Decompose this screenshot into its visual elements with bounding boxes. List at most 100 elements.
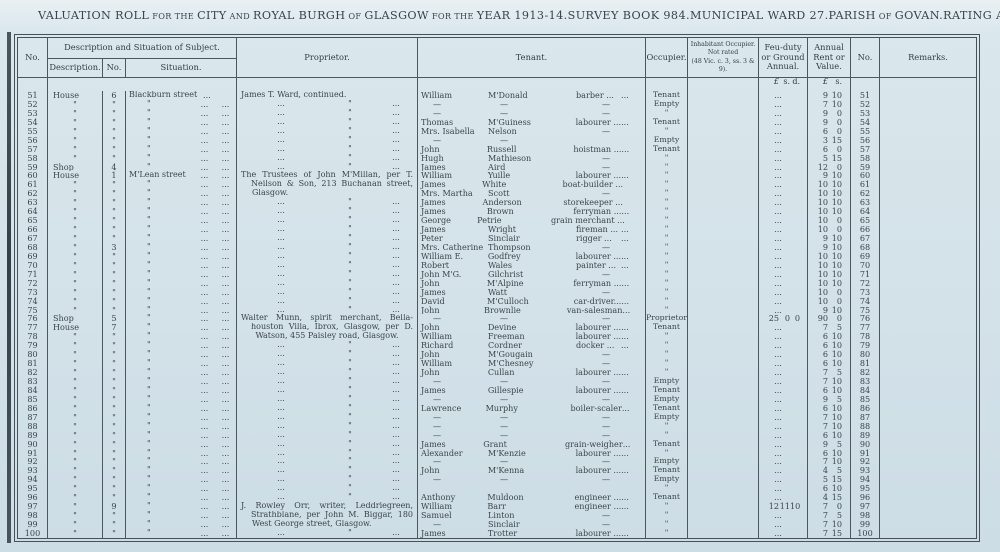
situation-text: " — [147, 448, 151, 457]
situation-text: " — [147, 341, 151, 350]
tenant-part: ferryman ... — [573, 278, 622, 288]
tenant-part: labourer ... — [575, 171, 622, 181]
cell-proprietor: ... "... — [237, 251, 418, 261]
dots: ... — [221, 341, 230, 351]
currency-spacer — [237, 78, 418, 91]
currency-spacer — [646, 78, 688, 91]
cell-no-right: 62 — [851, 189, 880, 199]
rent-part: 6 — [822, 341, 828, 351]
tenant-part: rigger ... — [576, 234, 612, 243]
tenant-part: Gilchrist — [488, 269, 524, 279]
cell-remarks — [880, 529, 976, 538]
cell-feu-duty: ... — [759, 305, 808, 315]
cell-street-no: " — [103, 278, 126, 288]
rent-part: 10 — [831, 171, 842, 181]
cell-feu-duty: ... — [759, 198, 808, 208]
tenant-part: ... — [621, 225, 629, 234]
cell-no-right: 79 — [851, 341, 880, 351]
tenant-part — [621, 127, 645, 136]
dots: ... — [277, 216, 285, 225]
ditto-mark: " — [348, 216, 352, 225]
cell-inhabitant-occupier — [688, 377, 759, 386]
cell-feu-duty: ... — [759, 162, 808, 172]
cell-inhabitant-occupier — [688, 430, 759, 440]
rent-part: 6 — [822, 385, 828, 395]
tenant-part: — — [602, 430, 611, 440]
tenant-part: M'Guiness — [487, 117, 531, 127]
cell-tenant: Mrs. Isabella Nelson — — [418, 126, 646, 136]
dots: ... — [200, 403, 209, 413]
tenant-part: John — [421, 350, 440, 360]
cell-tenant: James White boat-builder ... — [418, 180, 646, 190]
rent-part: 10 — [817, 269, 828, 279]
situation-text: " — [147, 475, 151, 484]
situation-text: " — [147, 457, 151, 466]
tenant-part: — — [500, 475, 509, 485]
cell-description: " — [48, 394, 103, 404]
dots: ... — [200, 511, 209, 520]
situation-text: " — [147, 180, 151, 189]
cell-description: " — [48, 287, 103, 297]
tenant-part: labourer ... — [575, 448, 622, 458]
cell-description: " — [48, 466, 103, 476]
cell-no-left: 73 — [18, 287, 48, 297]
cell-proprietor: ... "... — [237, 305, 418, 315]
tenant-part: John — [421, 305, 440, 315]
cell-no-right: 59 — [851, 162, 880, 172]
rent-part: 12 — [817, 162, 828, 172]
cell-description: " — [48, 126, 103, 136]
tenant-part: boiler-scaler — [570, 403, 622, 413]
table-row: 69 " " "......... "... William E. Godfrey labou… — [18, 251, 976, 261]
pound-symbol: £ — [773, 78, 779, 86]
cell-annual-rent: 10 0 — [808, 296, 851, 306]
tenant-part: Gillespie — [487, 385, 524, 395]
cell-situation: "...... — [126, 108, 237, 118]
cell-street-no: 7 — [103, 323, 126, 333]
dots: ... — [774, 528, 782, 538]
currency-spacer — [18, 78, 48, 91]
cell-description: House — [48, 91, 103, 100]
dots: ... — [392, 198, 400, 207]
tenant-part: James — [421, 198, 446, 208]
cell-tenant: James Grant grain-weigher... — [418, 439, 646, 449]
cell-inhabitant-occupier — [688, 269, 759, 279]
cell-no-left: 80 — [18, 350, 48, 360]
dots: ... — [392, 162, 400, 171]
cell-description: " — [48, 189, 103, 199]
cell-feu-duty: ... — [759, 377, 808, 386]
cell-feu-duty: ... — [759, 520, 808, 529]
cell-situation: "...... — [126, 225, 237, 234]
ditto-mark: " — [348, 278, 352, 287]
tenant-part: ... — [621, 341, 629, 351]
col-header-inhabitant-occupier: Inhabitant Occupier. Not rated (48 Vic. … — [688, 38, 759, 77]
cell-street-no: 5 — [103, 314, 126, 324]
tenant-part: ... — [621, 296, 630, 306]
dots: ... — [774, 511, 782, 520]
cell-occupier: Empty — [646, 99, 688, 109]
rent-part: 10 — [817, 287, 828, 297]
situation-text: " — [147, 466, 151, 475]
cell-street-no: " — [103, 511, 126, 520]
ditto-mark: " — [348, 466, 352, 475]
cell-inhabitant-occupier — [688, 493, 759, 503]
situation-text: " — [147, 377, 151, 385]
rent-part: 7 — [822, 457, 828, 467]
dots: ... — [392, 475, 400, 484]
cell-street-no: " — [103, 421, 126, 431]
dots: ... — [221, 162, 230, 172]
cell-remarks — [880, 493, 976, 502]
tenant-part — [621, 413, 645, 422]
cell-feu-duty: ... — [759, 251, 808, 261]
dots: ... — [774, 189, 782, 199]
dots: ... — [200, 171, 209, 181]
tenant-part: — — [602, 457, 611, 467]
cell-occupier: Tenant — [646, 439, 688, 449]
cell-occupier: " — [646, 162, 688, 172]
table-row: 62 " " "...... Glasgow. Mrs. Martha Scott — "...… — [18, 189, 976, 199]
dots: ... — [277, 448, 285, 457]
col-header-no-sub: No. — [103, 59, 126, 77]
cell-street-no: " — [103, 457, 126, 467]
